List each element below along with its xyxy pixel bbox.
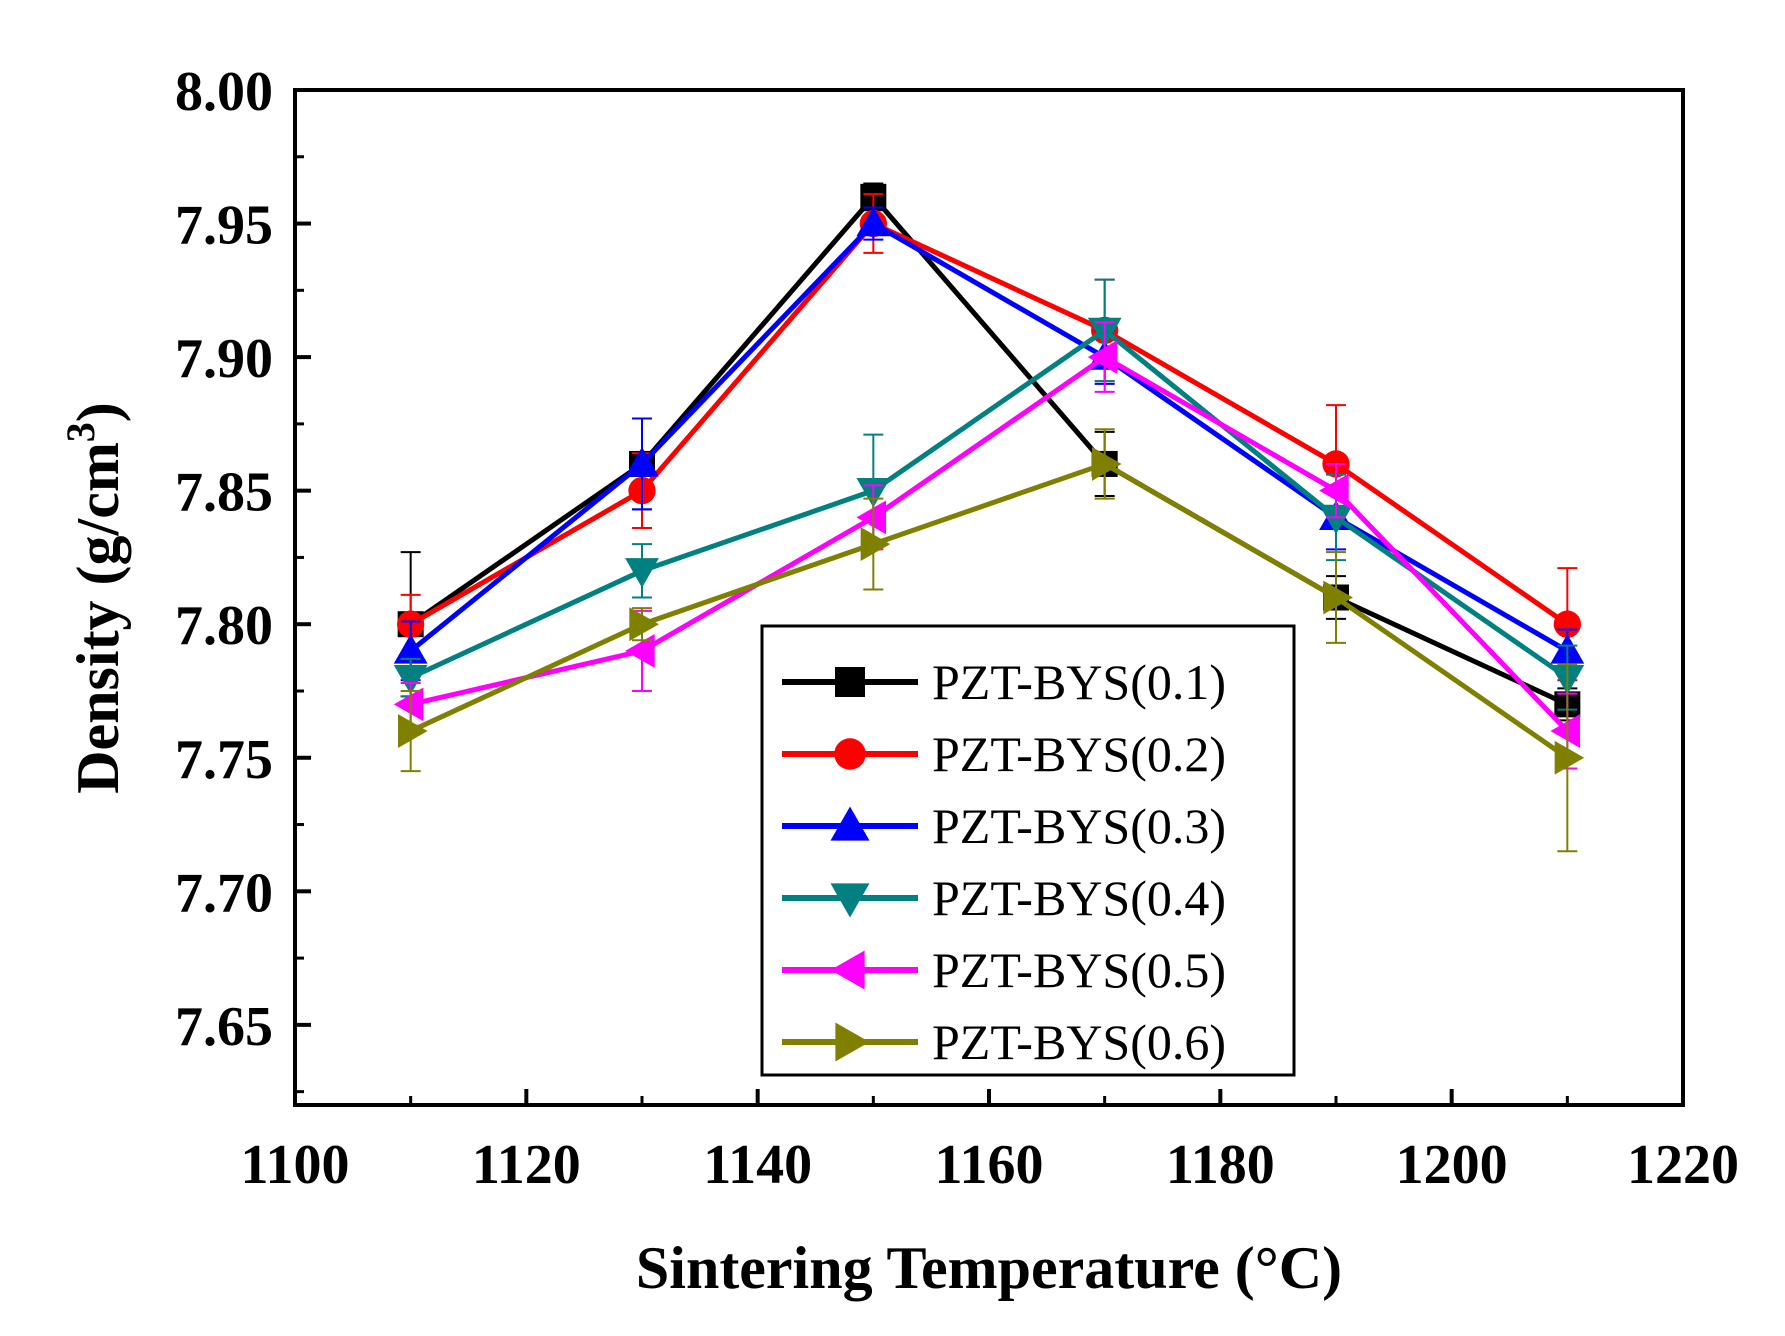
data-point	[1553, 610, 1581, 638]
y-axis-title-sup: 3	[58, 422, 103, 442]
series-line	[409, 194, 1569, 707]
legend-marker	[835, 1022, 870, 1062]
series-line	[409, 221, 1569, 654]
y-tick-label: 8.00	[175, 61, 273, 123]
legend-label: PZT-BYS(0.5)	[932, 942, 1226, 998]
series-line	[409, 461, 1569, 760]
y-tick-label: 7.80	[175, 595, 273, 657]
legend: PZT-BYS(0.1) PZT-BYS(0.2) PZT-BYS(0.3) PZT-…	[760, 624, 1296, 1077]
data-point	[625, 558, 659, 588]
y-axis-title: Density (g/cm3)	[58, 402, 131, 794]
legend-label: PZT-BYS(0.3)	[932, 798, 1226, 854]
data-point	[1323, 580, 1353, 615]
y-axis-title-close: )	[65, 402, 131, 422]
legend-marker	[834, 738, 866, 770]
data-point	[629, 607, 659, 642]
data-point	[856, 500, 887, 535]
series-layer	[393, 182, 1585, 853]
data-point	[860, 527, 891, 561]
data-point	[856, 206, 891, 237]
x-tick-label: 1120	[472, 1134, 581, 1196]
data-point	[1550, 714, 1581, 748]
data-point	[1087, 340, 1118, 375]
series-6	[397, 428, 1585, 853]
x-axis-title: Sintering Temperature (°C)	[636, 1235, 1342, 1301]
legend-label: PZT-BYS(0.2)	[932, 726, 1226, 782]
legend-marker	[830, 950, 865, 990]
x-tick-label: 1160	[935, 1134, 1044, 1196]
legend-label: PZT-BYS(0.4)	[932, 870, 1226, 926]
data-point	[1319, 504, 1353, 535]
y-axis-ticks: 7.65 7.70 7.75 7.80 7.85 7.90 7.95 8.00	[175, 61, 311, 1094]
series-4	[393, 278, 1585, 711]
series-line	[410, 354, 1570, 733]
data-point	[1554, 740, 1585, 775]
x-tick-label: 1140	[703, 1134, 812, 1196]
legend-marker	[830, 806, 870, 841]
y-tick-label: 7.90	[175, 328, 273, 390]
data-point	[1319, 473, 1349, 508]
y-tick-label: 7.75	[175, 729, 273, 791]
data-point	[393, 634, 428, 664]
legend-label: PZT-BYS(0.6)	[932, 1014, 1226, 1070]
series-line	[409, 221, 1569, 627]
x-axis-ticks: 1100 1120 1140 1160 1180 1200 1220	[241, 1089, 1739, 1196]
y-tick-label: 7.65	[175, 996, 273, 1058]
x-tick-label: 1200	[1396, 1134, 1508, 1196]
y-tick-label: 7.70	[175, 862, 273, 924]
data-point	[625, 447, 659, 477]
data-point	[393, 664, 428, 695]
y-tick-label: 7.95	[175, 195, 273, 257]
x-tick-label: 1100	[241, 1134, 350, 1196]
data-point	[625, 634, 655, 668]
legend-label: PZT-BYS(0.1)	[932, 654, 1226, 710]
y-axis-title-main: Density (g/cm	[65, 442, 131, 794]
legend-marker	[830, 883, 870, 918]
series-line	[409, 327, 1569, 680]
y-tick-label: 7.85	[175, 462, 273, 524]
x-tick-label: 1180	[1166, 1134, 1275, 1196]
legend-marker	[835, 667, 865, 697]
data-point	[1091, 447, 1122, 481]
data-point	[397, 714, 428, 748]
x-tick-label: 1220	[1627, 1134, 1739, 1196]
legend-box	[760, 624, 1296, 1077]
data-point	[393, 687, 424, 722]
